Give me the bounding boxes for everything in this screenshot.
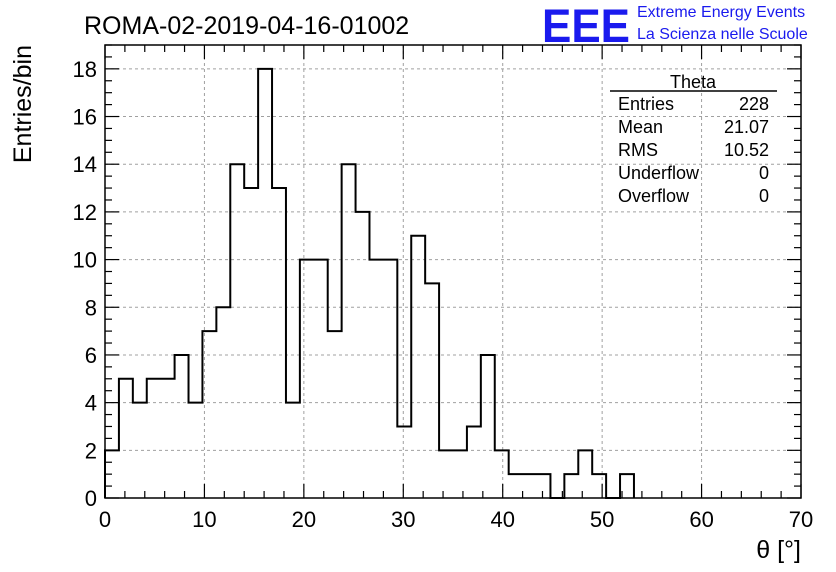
x-tick-label: 20 — [292, 507, 316, 532]
logo-line1: Extreme Energy Events — [637, 4, 805, 21]
stats-row-value: 228 — [739, 94, 769, 114]
x-tick-label: 50 — [590, 507, 614, 532]
stats-row-label: Overflow — [618, 186, 690, 206]
x-tick-label: 10 — [192, 507, 216, 532]
y-tick-label: 18 — [73, 57, 97, 82]
histogram-bars — [104, 67, 635, 499]
stats-box: Theta Entries 228 Mean 21.07 RMS 10.52 Underfl… — [610, 72, 777, 206]
x-tick-label: 0 — [99, 507, 111, 532]
chart-title: ROMA-02-2019-04-16-01002 — [84, 12, 409, 40]
y-tick-label: 16 — [73, 105, 97, 130]
histogram-outline — [104, 67, 635, 499]
x-tick-label: 40 — [490, 507, 514, 532]
y-tick-label: 6 — [85, 343, 97, 368]
eee-logo: EEE Extreme Energy Events La Scienza nel… — [542, 0, 808, 52]
logo-line2: La Scienza nelle Scuole — [637, 26, 808, 43]
x-tick-label: 60 — [689, 507, 713, 532]
stats-row-label: Mean — [618, 117, 663, 137]
axis-ticks — [104, 44, 802, 499]
stats-row-value: 0 — [759, 163, 769, 183]
stats-row-value: 0 — [759, 186, 769, 206]
x-tick-label: 70 — [789, 507, 813, 532]
logo-mark: EEE — [542, 0, 630, 52]
stats-row-label: RMS — [618, 140, 658, 160]
y-tick-label: 12 — [73, 200, 97, 225]
y-tick-label: 2 — [85, 438, 97, 463]
y-tick-label: 8 — [85, 295, 97, 320]
y-tick-label: 14 — [73, 152, 97, 177]
stats-row-label: Entries — [618, 94, 674, 114]
y-axis-title: Entries/bin — [9, 45, 37, 163]
x-tick-label: 30 — [391, 507, 415, 532]
grid-lines — [105, 45, 801, 498]
y-tick-label: 4 — [85, 391, 97, 416]
plot-frame — [104, 44, 802, 499]
x-axis-title: θ [°] — [756, 536, 801, 564]
y-tick-label: 0 — [85, 486, 97, 511]
y-tick-label: 10 — [73, 248, 97, 273]
stats-title: Theta — [670, 72, 717, 92]
tick-labels: 0 10 20 30 40 50 60 70 0 2 4 6 8 10 12 14 16 18 — [73, 57, 814, 532]
stats-row-value: 21.07 — [724, 117, 769, 137]
stats-row-label: Underflow — [618, 163, 700, 183]
stats-row-value: 10.52 — [724, 140, 769, 160]
